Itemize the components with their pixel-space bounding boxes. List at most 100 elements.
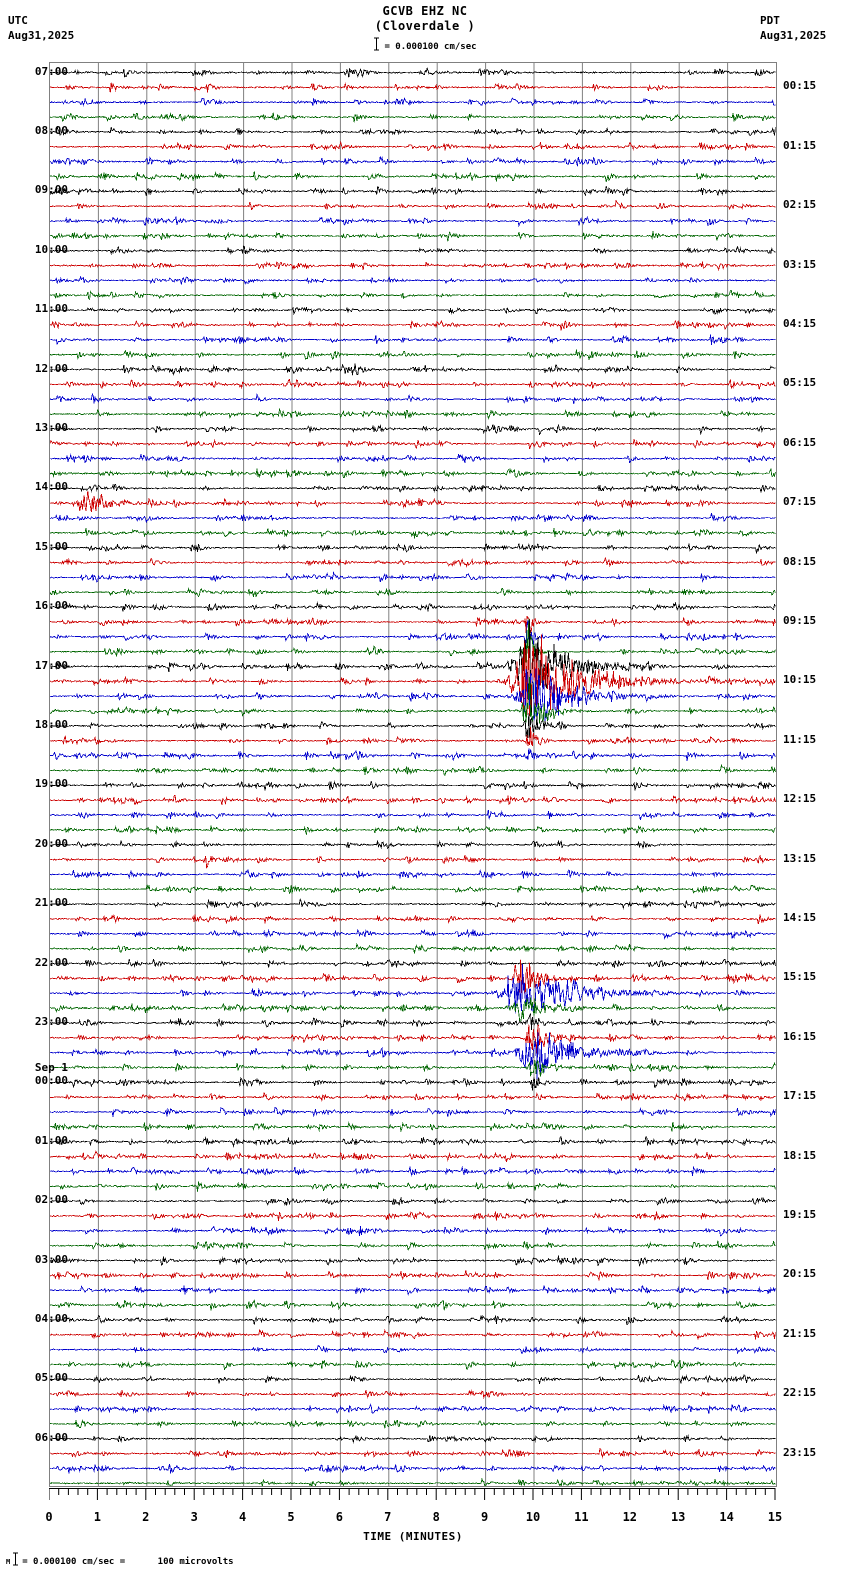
pdt-hour-label-00-15: 00:15	[783, 79, 817, 93]
utc-hour-label-01-00: 01:00	[34, 1133, 68, 1147]
utc-hour-label-20-00: 20:00	[34, 836, 68, 850]
trace-row	[50, 1032, 776, 1082]
trace-row	[50, 556, 776, 568]
trace-row	[50, 868, 776, 880]
trace-row	[50, 306, 776, 316]
pdt-hour-label-15-15: 15:15	[783, 970, 817, 984]
trace-row	[50, 289, 776, 301]
scale-legend-text: = 0.000100 cm/sec	[384, 42, 477, 52]
day-change-marker: Sep 1	[34, 1061, 68, 1075]
trace-row	[50, 528, 776, 539]
utc-hour-label-09-00: 09:00	[34, 183, 68, 197]
footer-text: = 0.000100 cm/sec = 100 microvolts	[22, 1557, 234, 1567]
utc-hour-label-21-00: 21:00	[34, 896, 68, 910]
utc-timezone-label: UTC	[8, 14, 28, 27]
trace-row	[50, 726, 776, 747]
trace-row	[50, 1165, 776, 1177]
trace-row	[50, 467, 776, 478]
trace-row	[50, 824, 776, 836]
pdt-hour-label-13-15: 13:15	[783, 851, 817, 865]
utc-hour-label-13-00: 13:00	[34, 420, 68, 434]
pdt-hour-label-18-15: 18:15	[783, 1148, 817, 1162]
pdt-hour-label-10-15: 10:15	[783, 673, 817, 687]
utc-hour-label-19-00: 19:00	[34, 777, 68, 791]
x-axis-title: TIME (MINUTES)	[363, 1530, 463, 1543]
utc-hour-label-00-00: 00:00	[34, 1074, 68, 1088]
trace-row	[50, 378, 776, 390]
trace-row	[50, 1448, 776, 1459]
trace-row	[50, 928, 776, 940]
trace-row	[50, 618, 776, 713]
trace-row	[50, 97, 776, 107]
pdt-hour-label-12-15: 12:15	[783, 792, 817, 806]
pdt-hour-label-06-15: 06:15	[783, 435, 817, 449]
trace-row	[50, 1135, 776, 1148]
scale-ibeam-icon	[373, 37, 380, 54]
utc-hour-label-05-00: 05:00	[34, 1371, 68, 1385]
trace-row	[50, 1270, 776, 1281]
trace-row	[50, 1211, 776, 1221]
trace-row	[50, 186, 776, 197]
pdt-hour-label-11-15: 11:15	[783, 732, 817, 746]
station-location: (Cloverdale )	[374, 19, 476, 33]
trace-row	[50, 320, 776, 331]
utc-hour-label-23-00: 23:00	[34, 1014, 68, 1028]
utc-hour-label-15-00: 15:00	[34, 539, 68, 553]
trace-row	[50, 275, 776, 285]
scale-legend: = 0.000100 cm/sec	[0, 37, 850, 54]
trace-row	[50, 407, 776, 420]
pdt-hour-label-20-15: 20:15	[783, 1267, 817, 1281]
utc-hour-label-04-00: 04:00	[34, 1311, 68, 1325]
trace-row	[50, 1389, 776, 1400]
trace-row	[50, 748, 776, 762]
utc-date-label: Aug31,2025	[8, 29, 75, 42]
trace-row	[50, 884, 776, 895]
footer-prefix-glyph: M	[6, 1558, 11, 1566]
pdt-hour-label-02-15: 02:15	[783, 198, 817, 212]
x-axis-tick-label-14: 14	[719, 1510, 734, 1524]
trace-row	[50, 854, 776, 869]
trace-row	[50, 780, 776, 791]
trace-row	[50, 199, 776, 211]
pdt-hour-label-05-15: 05:15	[783, 376, 817, 390]
x-axis-tick-label-11: 11	[574, 1510, 589, 1524]
trace-row	[50, 620, 776, 646]
trace-row	[50, 809, 776, 821]
trace-row	[50, 1434, 776, 1444]
trace-row	[50, 1477, 776, 1486]
trace-row	[50, 512, 776, 524]
trace-row	[50, 668, 776, 723]
trace-row	[50, 349, 776, 360]
pdt-hour-label-19-15: 19:15	[783, 1207, 817, 1221]
trace-row	[50, 634, 776, 716]
trace-row	[50, 423, 776, 436]
trace-row	[50, 898, 776, 910]
utc-hour-label-10-00: 10:00	[34, 242, 68, 256]
trace-row	[50, 959, 776, 996]
x-axis-tick-label-8: 8	[432, 1510, 440, 1524]
pdt-hour-label-08-15: 08:15	[783, 554, 817, 568]
trace-row	[50, 615, 776, 634]
trace-row	[50, 543, 776, 554]
trace-row	[50, 618, 776, 674]
x-axis-ticks	[49, 1488, 777, 1518]
utc-hour-label-11-00: 11:00	[34, 302, 68, 316]
trace-row	[50, 140, 776, 152]
trace-row	[50, 840, 776, 850]
pdt-date-label: Aug31,2025	[760, 29, 827, 42]
utc-hour-label-03-00: 03:00	[34, 1252, 68, 1266]
utc-hour-label-07-00: 07:00	[34, 64, 68, 78]
trace-row	[50, 601, 776, 612]
utc-hour-label-18-00: 18:00	[34, 717, 68, 731]
trace-row	[50, 1107, 776, 1118]
trace-row	[50, 1255, 776, 1268]
trace-row	[50, 1150, 776, 1162]
pdt-hour-label-16-15: 16:15	[783, 1029, 817, 1043]
trace-row	[50, 1196, 776, 1206]
helicorder-plot[interactable]	[49, 62, 777, 1487]
pdt-hour-label-23-15: 23:15	[783, 1445, 817, 1459]
trace-row	[50, 334, 776, 345]
utc-hour-label-06-00: 06:00	[34, 1430, 68, 1444]
trace-row	[50, 171, 776, 182]
pdt-hour-label-01-15: 01:15	[783, 138, 817, 152]
